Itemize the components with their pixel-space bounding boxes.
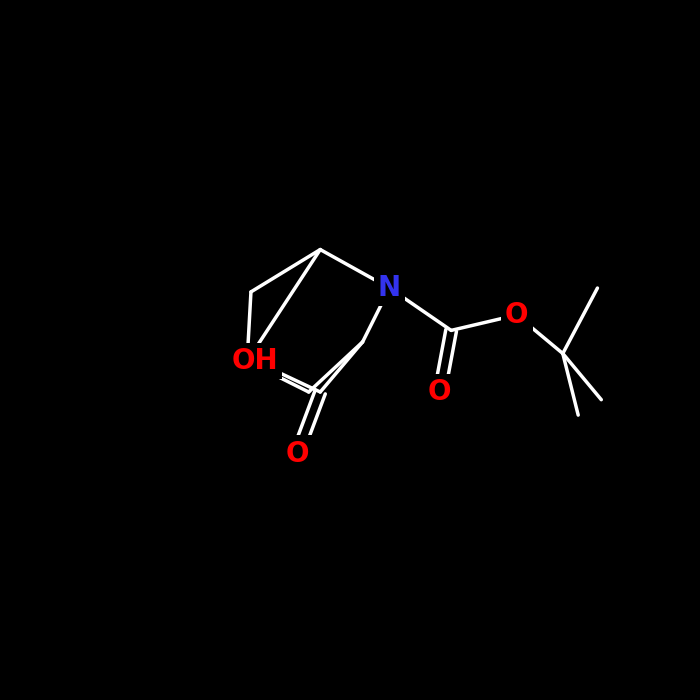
Text: O: O [505, 301, 528, 329]
Text: OH: OH [232, 347, 278, 375]
Text: N: N [378, 274, 401, 302]
Text: O: O [286, 440, 309, 468]
Text: O: O [428, 378, 452, 406]
